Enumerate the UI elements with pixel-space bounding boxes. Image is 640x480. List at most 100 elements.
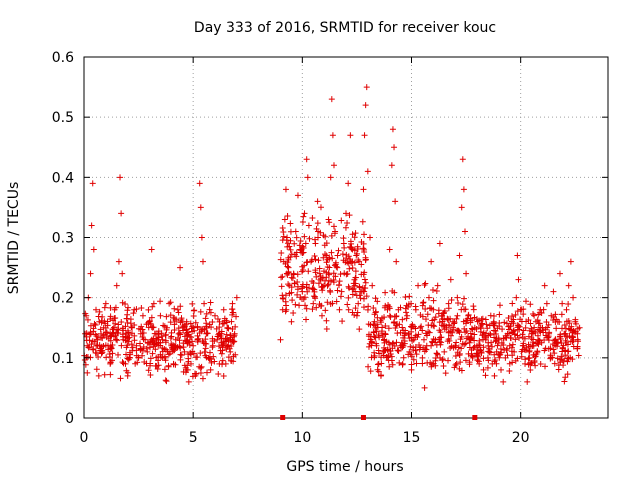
data-point (190, 312, 197, 319)
data-point (455, 328, 462, 335)
data-point (406, 293, 413, 300)
data-point (422, 316, 429, 323)
data-point (93, 306, 100, 313)
data-point (124, 342, 131, 349)
data-point (522, 356, 529, 363)
data-point (400, 334, 407, 341)
data-point (122, 300, 129, 307)
data-point (167, 319, 174, 326)
data-point (490, 327, 497, 334)
data-point (469, 353, 476, 360)
data-point (406, 348, 413, 355)
data-point (157, 312, 164, 319)
data-point (351, 312, 358, 319)
data-point (90, 346, 97, 353)
data-point (215, 370, 222, 377)
data-point (509, 341, 516, 348)
data-point (207, 299, 214, 306)
data-point (95, 372, 102, 379)
data-point (141, 359, 148, 366)
data-point (455, 299, 461, 306)
data-point (309, 285, 316, 292)
data-point (485, 357, 492, 364)
data-point (540, 327, 547, 334)
data-point (92, 322, 99, 329)
data-point (227, 357, 234, 364)
data-point (540, 306, 547, 313)
data-point (354, 243, 361, 250)
data-point (485, 332, 492, 339)
data-point (336, 278, 343, 285)
data-point (169, 344, 176, 351)
data-point (515, 322, 522, 329)
data-point (167, 312, 174, 319)
data-point (429, 338, 436, 345)
data-point (370, 329, 377, 336)
data-point (518, 348, 525, 355)
data-point (85, 344, 92, 351)
data-point (285, 256, 292, 263)
data-point (474, 318, 481, 325)
data-point (220, 306, 227, 313)
data-point (182, 322, 189, 329)
data-point (119, 270, 126, 277)
data-point (207, 356, 214, 363)
data-point (454, 294, 461, 301)
data-point (173, 318, 180, 325)
data-point (139, 312, 146, 319)
data-point (102, 325, 109, 332)
data-point (403, 315, 410, 322)
data-point (453, 360, 460, 367)
data-point (326, 264, 333, 271)
data-point (490, 321, 497, 328)
data-point (206, 306, 213, 313)
data-point (386, 305, 393, 312)
data-point (494, 325, 501, 332)
data-point (123, 367, 130, 374)
data-point (485, 348, 492, 355)
data-point (506, 326, 513, 333)
data-point (309, 214, 316, 221)
data-point (409, 337, 416, 344)
data-point (299, 218, 306, 225)
data-point (574, 345, 581, 352)
data-point (117, 174, 124, 181)
data-point (167, 299, 174, 306)
data-point (402, 305, 409, 312)
data-point (93, 366, 100, 373)
data-point (204, 369, 211, 376)
data-point (419, 299, 426, 306)
data-point (102, 300, 109, 307)
data-point (498, 366, 505, 373)
data-point (575, 352, 582, 359)
data-point (399, 316, 406, 323)
data-point (279, 237, 286, 244)
data-point (351, 234, 358, 241)
data-point (329, 132, 336, 139)
data-point (445, 316, 452, 323)
data-point (125, 304, 132, 311)
data-point (122, 334, 129, 341)
data-point (288, 318, 295, 325)
x-axis-marker (280, 415, 286, 420)
data-point (432, 355, 439, 362)
data-point (425, 328, 432, 335)
data-point (229, 337, 236, 344)
data-point (228, 318, 235, 325)
data-point (135, 325, 142, 332)
data-point (224, 324, 231, 331)
data-point (355, 300, 362, 307)
data-point (151, 330, 158, 337)
data-point (300, 213, 307, 220)
data-point (185, 358, 192, 365)
data-point (546, 329, 553, 336)
data-point (482, 372, 489, 379)
data-point (433, 341, 440, 348)
data-point (190, 342, 197, 349)
data-point (323, 259, 330, 266)
data-point (294, 283, 301, 290)
data-point (345, 180, 352, 187)
data-point (381, 347, 388, 354)
data-point (346, 212, 353, 219)
data-point (428, 361, 435, 368)
